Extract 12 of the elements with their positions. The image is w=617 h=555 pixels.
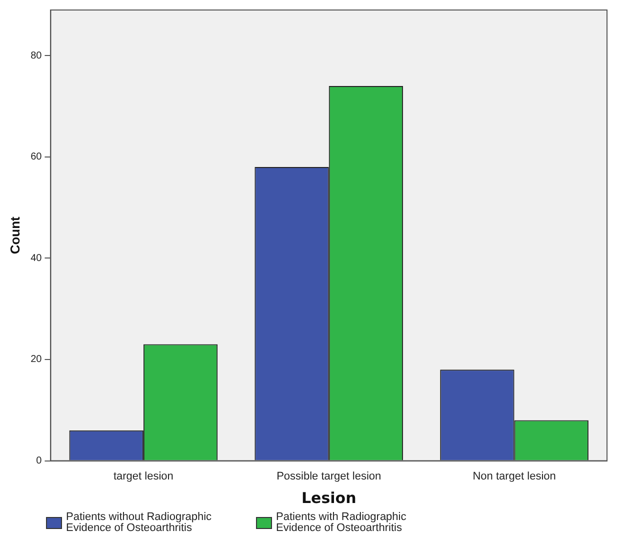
x-tick-label: Possible target lesion [276, 470, 382, 482]
x-axis-title: Lesion [301, 488, 356, 507]
y-tick-label: 0 [36, 456, 42, 467]
y-tick-label: 60 [30, 152, 42, 163]
x-tick-label: target lesion [113, 470, 174, 482]
x-tick-label: Non target lesion [472, 470, 556, 482]
y-tick-label: 40 [30, 252, 42, 264]
y-tick-label: 80 [30, 50, 42, 62]
legend-label: Patients without Radiographic Evidence of Osteoarthritis [66, 511, 213, 534]
legend-label: Patients with Radiographic Evidence of Osteoarthritis [276, 511, 408, 534]
y-tick-label: 20 [30, 354, 42, 366]
y-axis-title: Count [7, 216, 22, 254]
